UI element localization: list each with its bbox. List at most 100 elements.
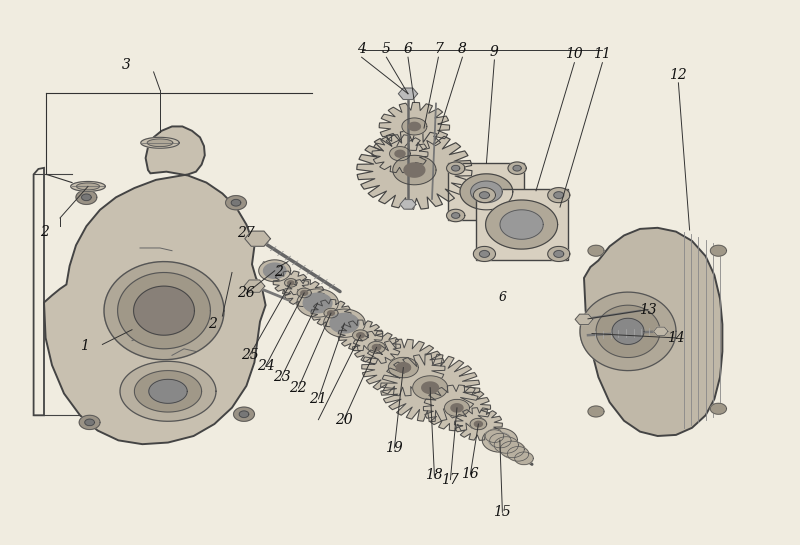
Polygon shape xyxy=(482,428,518,452)
Polygon shape xyxy=(502,442,526,458)
Polygon shape xyxy=(500,441,524,458)
Polygon shape xyxy=(508,209,526,222)
Polygon shape xyxy=(357,131,472,209)
Polygon shape xyxy=(489,433,511,448)
Text: 2: 2 xyxy=(39,225,49,239)
Text: 21: 21 xyxy=(310,392,327,406)
Polygon shape xyxy=(134,286,194,335)
Polygon shape xyxy=(368,341,386,353)
Polygon shape xyxy=(554,251,564,257)
Polygon shape xyxy=(451,165,460,171)
Text: 19: 19 xyxy=(386,441,403,455)
Bar xyxy=(475,189,568,260)
Polygon shape xyxy=(284,280,324,306)
Text: 6: 6 xyxy=(498,290,506,304)
Text: 18: 18 xyxy=(426,468,443,482)
Polygon shape xyxy=(710,245,726,256)
Polygon shape xyxy=(338,320,382,350)
Polygon shape xyxy=(446,209,465,222)
Polygon shape xyxy=(479,251,490,257)
Polygon shape xyxy=(588,406,604,417)
Polygon shape xyxy=(303,293,332,313)
Polygon shape xyxy=(554,192,564,198)
Polygon shape xyxy=(288,281,294,285)
Polygon shape xyxy=(393,155,436,185)
Polygon shape xyxy=(226,196,246,210)
Polygon shape xyxy=(79,415,100,429)
Polygon shape xyxy=(575,314,593,325)
Polygon shape xyxy=(446,162,465,174)
Text: 27: 27 xyxy=(238,226,255,240)
Polygon shape xyxy=(404,163,425,177)
Polygon shape xyxy=(274,271,308,295)
Polygon shape xyxy=(311,300,351,326)
Text: 1: 1 xyxy=(79,339,89,353)
Text: 12: 12 xyxy=(670,68,687,82)
Text: 14: 14 xyxy=(667,331,685,345)
Polygon shape xyxy=(285,278,297,287)
Polygon shape xyxy=(381,354,480,421)
Polygon shape xyxy=(362,339,445,396)
Polygon shape xyxy=(353,330,368,341)
Polygon shape xyxy=(396,362,410,372)
Polygon shape xyxy=(389,358,418,378)
Polygon shape xyxy=(77,183,99,190)
Polygon shape xyxy=(451,213,460,219)
Polygon shape xyxy=(372,344,381,350)
Polygon shape xyxy=(454,408,502,440)
Polygon shape xyxy=(474,246,495,262)
Polygon shape xyxy=(409,123,421,130)
Text: 10: 10 xyxy=(566,47,583,62)
Polygon shape xyxy=(134,371,202,412)
Polygon shape xyxy=(357,332,364,338)
Polygon shape xyxy=(710,403,726,414)
Polygon shape xyxy=(297,288,311,298)
Polygon shape xyxy=(353,331,401,364)
Polygon shape xyxy=(413,376,448,399)
Text: 7: 7 xyxy=(434,42,443,56)
Polygon shape xyxy=(395,150,405,157)
Text: 16: 16 xyxy=(462,467,479,481)
Polygon shape xyxy=(44,126,266,444)
Text: 2: 2 xyxy=(207,317,217,331)
Bar xyxy=(448,164,525,220)
Polygon shape xyxy=(588,245,604,256)
Polygon shape xyxy=(508,162,526,174)
Text: 5: 5 xyxy=(382,42,391,56)
Text: 17: 17 xyxy=(442,473,459,487)
Polygon shape xyxy=(324,309,365,337)
Text: 23: 23 xyxy=(273,370,290,384)
Polygon shape xyxy=(104,262,224,360)
Polygon shape xyxy=(513,165,522,171)
Polygon shape xyxy=(263,263,286,278)
Polygon shape xyxy=(490,433,511,448)
Polygon shape xyxy=(506,445,522,456)
Polygon shape xyxy=(324,308,338,318)
Polygon shape xyxy=(612,318,644,344)
Polygon shape xyxy=(474,421,482,427)
Polygon shape xyxy=(372,135,428,173)
Polygon shape xyxy=(486,430,504,443)
Polygon shape xyxy=(451,404,463,412)
Polygon shape xyxy=(514,452,534,464)
Text: 9: 9 xyxy=(490,45,499,59)
Text: 24: 24 xyxy=(257,359,274,373)
Polygon shape xyxy=(245,231,270,246)
Polygon shape xyxy=(470,181,502,203)
Polygon shape xyxy=(486,200,558,249)
Polygon shape xyxy=(76,190,97,204)
Text: 4: 4 xyxy=(357,42,366,56)
Polygon shape xyxy=(596,305,660,358)
Polygon shape xyxy=(470,419,486,429)
Polygon shape xyxy=(548,246,570,262)
Polygon shape xyxy=(584,228,722,436)
Text: 20: 20 xyxy=(335,413,353,427)
Text: 2: 2 xyxy=(274,265,283,280)
Text: 15: 15 xyxy=(494,505,511,519)
Polygon shape xyxy=(244,280,265,292)
Polygon shape xyxy=(239,411,249,417)
Polygon shape xyxy=(301,290,308,295)
Polygon shape xyxy=(328,311,334,316)
Text: 25: 25 xyxy=(241,348,258,362)
Polygon shape xyxy=(149,379,187,403)
